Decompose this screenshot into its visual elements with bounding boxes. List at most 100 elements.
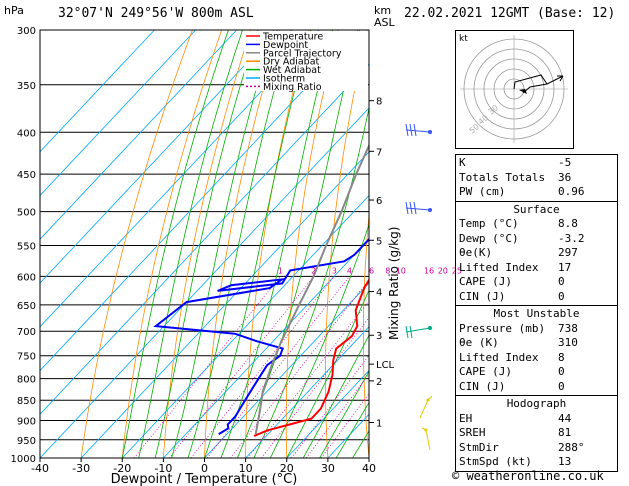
pressure-tick-label: 600 [17, 272, 36, 283]
pressure-tick-label: 450 [17, 170, 36, 181]
pressure-tick-label: 800 [17, 375, 36, 386]
index-label: Totals Totals [459, 170, 546, 184]
index-label: EH [459, 411, 473, 425]
km-tick-label: 6 [376, 196, 382, 207]
km-tick-label: 7 [376, 147, 382, 158]
index-value: 297 [558, 246, 578, 259]
dry-adiabat-line [362, 210, 369, 458]
dry-adiabat-line [80, 30, 193, 458]
surface-box: Surface Temp (°C) 8.8 Dewp (°C) -3.2 θe(K) 29… [455, 201, 618, 306]
mixing-ratio-label: 6 [369, 266, 374, 275]
footer-credit: © weatheronline.co.uk [452, 469, 604, 483]
index-row: CAPE (J) 0 [459, 365, 614, 380]
index-row: θe(K) 297 [459, 246, 614, 261]
indices-panel: K -5 Totals Totals 36 PW (cm) 0.96 Surface Te… [455, 154, 618, 472]
index-row: Lifted Index 8 [459, 351, 614, 366]
index-value: 0 [558, 289, 565, 303]
index-value: 288° [558, 440, 585, 454]
mixing-ratio-line [206, 276, 350, 458]
mixing-ratio-label: 25 [452, 266, 462, 275]
temp-tick-label: -20 [113, 462, 131, 475]
index-value: -5 [558, 156, 572, 169]
pressure-tick-label: 500 [17, 208, 36, 219]
pressure-tick-label: 550 [17, 241, 36, 252]
mixing-ratio-label: 1 [278, 266, 283, 275]
surface-title: Surface [513, 202, 560, 216]
mixing-ratio-line [305, 373, 369, 458]
temp-tick-label: -40 [31, 462, 49, 475]
isotherm-line [80, 151, 369, 458]
hodograph-title: Hodograph [506, 397, 567, 410]
mixing-ratio-label: 10 [396, 266, 406, 275]
temp-tick-label: 0 [201, 462, 208, 475]
isotherm-line [286, 369, 369, 458]
dry-adiabat-line [245, 30, 310, 458]
index-value: -3.2 [558, 231, 585, 245]
x-axis-label: Dewpoint / Temperature (°C) [111, 472, 298, 486]
dry-adiabat-line [204, 30, 281, 458]
hodograph-unit: kt [459, 34, 468, 44]
wet-adiabat-line [154, 30, 258, 458]
isotherm-line [40, 30, 320, 328]
temp-tick-label: -10 [154, 462, 172, 475]
km-tick-label: 4 [376, 287, 382, 298]
wet-adiabat-line [187, 30, 292, 458]
index-value: 8 [558, 350, 565, 364]
wet-adiabat-line [269, 223, 369, 458]
mixing-ratio-line [168, 276, 315, 458]
mixing-ratio-line [320, 393, 369, 458]
index-row: θe (K) 310 [459, 336, 614, 351]
index-label: CIN (J) [459, 289, 506, 303]
isotherm-line [40, 30, 279, 284]
pressure-tick-label: 950 [17, 436, 36, 447]
km-tick-label: 3 [376, 331, 382, 342]
isotherm-line [40, 30, 237, 240]
km-tick-label: 2 [376, 377, 382, 388]
pressure-tick-label: 700 [17, 327, 36, 338]
index-row: StmSpd (kt) 13 [459, 455, 614, 470]
index-value: 8.8 [558, 217, 578, 230]
index-label: CAPE (J) [459, 275, 512, 288]
temp-tick-label: 40 [362, 462, 376, 475]
pressure-tick-label: 850 [17, 396, 36, 407]
asl-axis-label: ASL [374, 16, 396, 29]
wet-adiabat-line [335, 401, 369, 458]
index-row: PW (cm) 0.96 [459, 185, 614, 200]
index-row: SREH 81 [459, 426, 614, 441]
mixing-ratio-line [190, 276, 335, 458]
mixing-ratio-axis-label: Mixing Ratio (g/kg) [387, 227, 401, 340]
index-row: EH 44 [459, 412, 614, 427]
index-label: Pressure (mb) [459, 321, 546, 335]
dry-adiabat-line [324, 30, 368, 458]
index-row: StmDir 288° [459, 441, 614, 456]
pressure-tick-label: 750 [17, 352, 36, 363]
temp-tick-label: 10 [239, 462, 253, 475]
index-value: 13 [558, 455, 572, 468]
hodograph-box: Hodograph EH 44 SREH 81 StmDir 288° StmSpd (kt… [455, 396, 618, 472]
most-unstable-title: Most Unstable [493, 307, 580, 320]
index-row: Totals Totals 36 [459, 171, 614, 186]
km-tick-label: 5 [376, 236, 382, 247]
wind-barbs [405, 123, 433, 451]
temp-tick-label: 20 [280, 462, 294, 475]
index-value: 310 [558, 336, 578, 349]
isotherm-line [40, 30, 196, 197]
mixing-ratio-label: 2 [311, 266, 316, 275]
wet-adiabat-line [138, 30, 243, 458]
mixing-ratio-line [261, 317, 369, 458]
index-row: CIN (J) 0 [459, 380, 614, 395]
series-dewpoint-line [153, 237, 369, 435]
index-row: K -5 [459, 156, 614, 171]
isotherm-line [204, 282, 369, 458]
mixing-ratio-label: 3 [332, 266, 337, 275]
hodograph: kt 30 40 50 [455, 30, 574, 149]
index-row: CAPE (J) 0 [459, 275, 614, 290]
index-label: StmSpd (kt) [459, 455, 532, 468]
mixing-ratio-line [291, 354, 369, 458]
legend-label: Wet Adiabat [263, 65, 321, 76]
datetime-header: 22.02.2021 12GMT (Base: 12) [404, 6, 616, 21]
legend-label: Mixing Ratio [263, 82, 322, 93]
km-tick-label: 8 [376, 97, 382, 108]
index-label: Lifted Index [459, 350, 539, 364]
